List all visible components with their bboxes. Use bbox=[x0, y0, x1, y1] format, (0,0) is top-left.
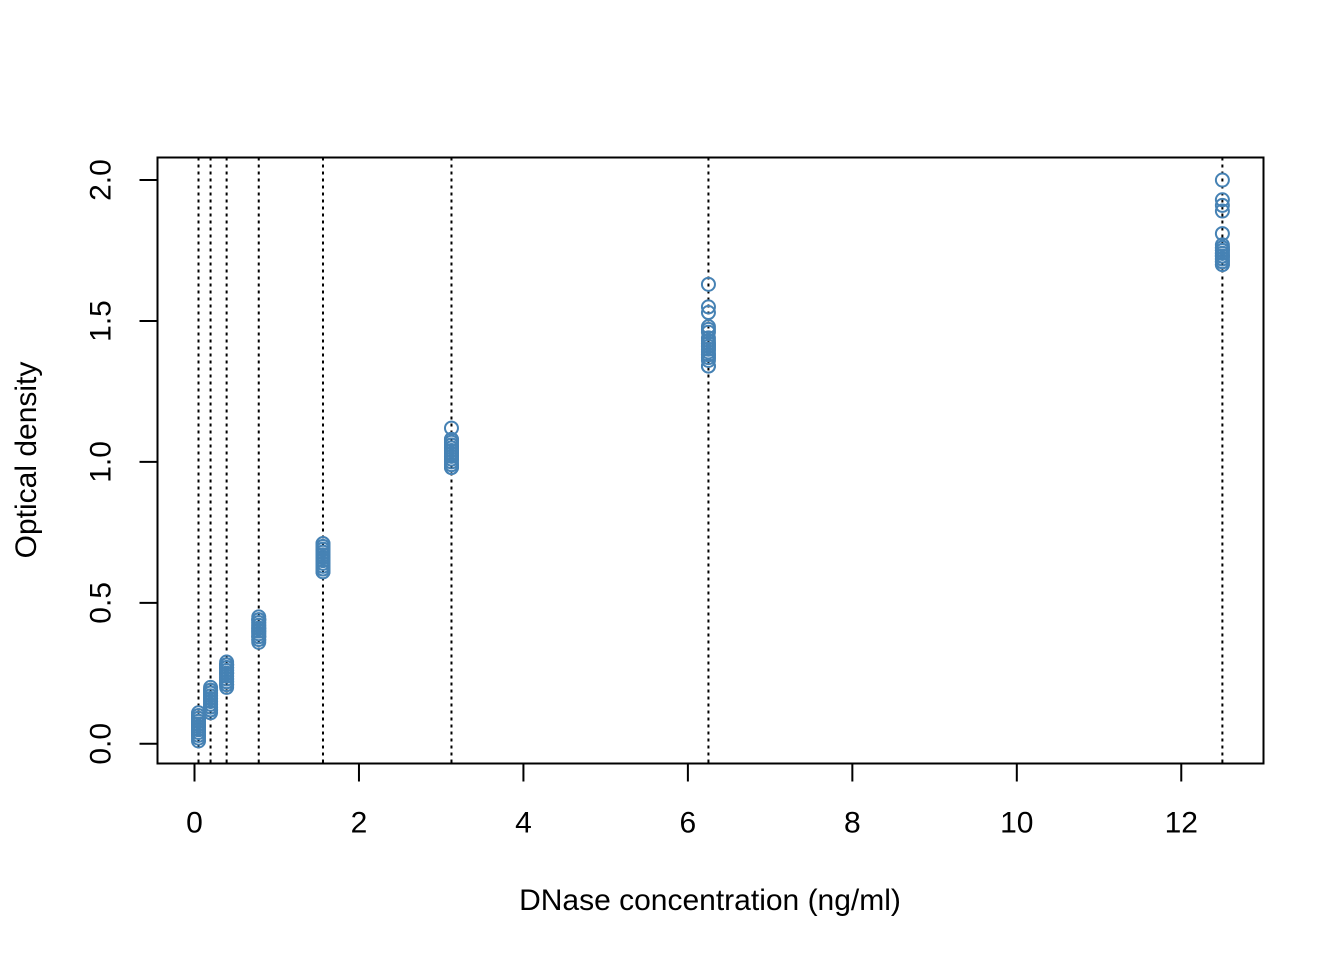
data-point bbox=[1214, 237, 1230, 253]
data-point bbox=[1214, 226, 1230, 242]
data-point bbox=[700, 299, 716, 315]
y-tick-label: 0.5 bbox=[85, 582, 118, 624]
data-point bbox=[315, 536, 331, 552]
data-points bbox=[191, 172, 1230, 749]
data-point bbox=[443, 420, 459, 436]
y-tick-label: 2.0 bbox=[85, 159, 118, 201]
x-tick-label: 0 bbox=[186, 807, 203, 840]
data-point bbox=[1214, 192, 1230, 208]
x-axis-label: DNase concentration (ng/ml) bbox=[519, 884, 901, 917]
data-point bbox=[219, 654, 235, 670]
x-tick-label: 12 bbox=[1165, 807, 1198, 840]
x-tick-label: 6 bbox=[680, 807, 697, 840]
data-point bbox=[1214, 197, 1230, 213]
x-tick-label: 2 bbox=[351, 807, 368, 840]
data-point bbox=[1214, 172, 1230, 188]
y-tick-label: 1.0 bbox=[85, 441, 118, 483]
y-axis-label: Optical density bbox=[10, 362, 43, 559]
x-tick-label: 8 bbox=[844, 807, 861, 840]
data-point bbox=[443, 431, 459, 447]
reference-lines bbox=[197, 157, 1224, 764]
x-axis: 0 2 4 6 8 10 12 bbox=[186, 762, 1198, 840]
data-point bbox=[700, 330, 716, 346]
data-point bbox=[700, 319, 716, 335]
y-tick-label: 1.5 bbox=[85, 300, 118, 342]
y-tick-label: 0.0 bbox=[85, 723, 118, 765]
data-point bbox=[251, 609, 267, 625]
x-tick-label: 10 bbox=[1000, 807, 1033, 840]
data-point bbox=[203, 679, 219, 695]
data-point bbox=[700, 276, 716, 292]
data-point bbox=[700, 305, 716, 321]
y-axis: 0.0 0.5 1.0 1.5 2.0 bbox=[85, 159, 159, 765]
x-tick-label: 4 bbox=[515, 807, 532, 840]
data-point bbox=[700, 358, 716, 374]
data-point bbox=[1214, 203, 1230, 219]
